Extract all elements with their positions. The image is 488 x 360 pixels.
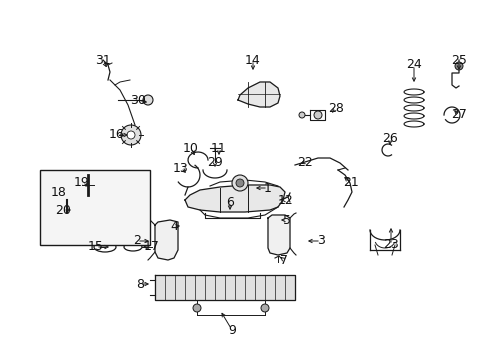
Text: 27: 27 xyxy=(450,108,466,122)
Circle shape xyxy=(454,62,462,70)
Circle shape xyxy=(236,179,244,187)
Text: 29: 29 xyxy=(207,156,223,168)
Polygon shape xyxy=(238,82,280,107)
Text: 19: 19 xyxy=(74,176,90,189)
Circle shape xyxy=(261,304,268,312)
Text: 26: 26 xyxy=(381,131,397,144)
Text: 13: 13 xyxy=(173,162,188,175)
Circle shape xyxy=(231,175,247,191)
Circle shape xyxy=(142,95,153,105)
Text: 15: 15 xyxy=(88,240,104,253)
Text: 30: 30 xyxy=(130,94,145,107)
Circle shape xyxy=(298,112,305,118)
Circle shape xyxy=(83,173,93,183)
Text: 31: 31 xyxy=(95,54,111,67)
Text: 14: 14 xyxy=(244,54,260,67)
Text: 22: 22 xyxy=(297,156,312,168)
Text: 9: 9 xyxy=(227,324,235,337)
Text: 20: 20 xyxy=(55,203,71,216)
Polygon shape xyxy=(155,220,178,260)
Text: 6: 6 xyxy=(225,195,233,208)
Text: 17: 17 xyxy=(144,240,160,253)
Text: 2: 2 xyxy=(133,234,141,248)
Text: 11: 11 xyxy=(211,141,226,154)
Text: 24: 24 xyxy=(406,58,421,72)
Text: 16: 16 xyxy=(109,129,124,141)
Text: 28: 28 xyxy=(327,102,343,114)
Circle shape xyxy=(63,201,71,209)
Polygon shape xyxy=(72,215,80,228)
Polygon shape xyxy=(155,275,294,300)
Polygon shape xyxy=(267,215,289,255)
Circle shape xyxy=(127,131,135,139)
Text: 1: 1 xyxy=(264,181,271,194)
Text: 8: 8 xyxy=(136,278,143,291)
Circle shape xyxy=(121,125,141,145)
Text: 4: 4 xyxy=(170,220,178,233)
Text: 23: 23 xyxy=(382,238,398,252)
Text: 25: 25 xyxy=(450,54,466,67)
Text: 10: 10 xyxy=(183,141,199,154)
Circle shape xyxy=(313,111,321,119)
Polygon shape xyxy=(184,185,285,212)
Text: 3: 3 xyxy=(316,234,324,248)
Text: 12: 12 xyxy=(278,194,293,207)
Circle shape xyxy=(193,304,201,312)
Text: 18: 18 xyxy=(51,186,67,199)
Text: 5: 5 xyxy=(283,213,290,226)
Bar xyxy=(40,170,150,245)
Text: 7: 7 xyxy=(280,253,287,266)
Text: 21: 21 xyxy=(343,176,358,189)
